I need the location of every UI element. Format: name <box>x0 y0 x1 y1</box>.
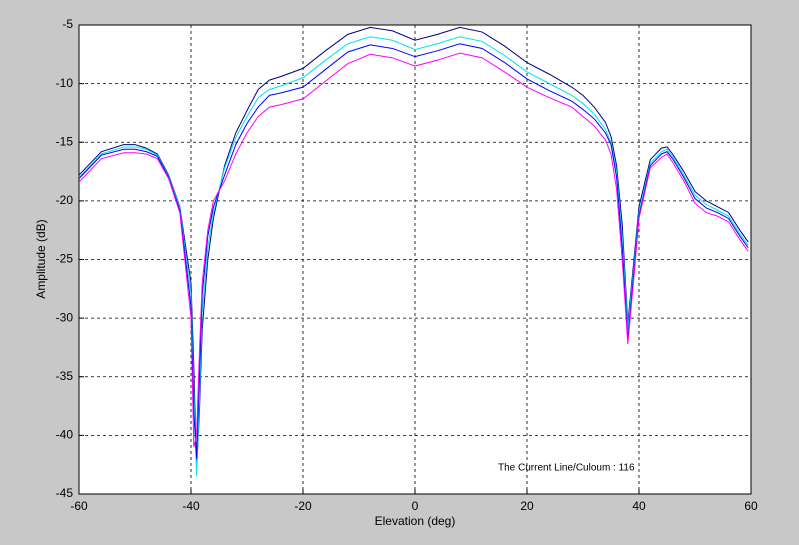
x-tick-label: 40 <box>632 499 646 513</box>
x-tick-label: 60 <box>744 499 758 513</box>
x-tick-label: 0 <box>412 499 419 513</box>
data-line <box>78 26 749 471</box>
data-line <box>78 52 749 448</box>
x-tick-label: -40 <box>182 499 200 513</box>
x-tick-label: 20 <box>520 499 534 513</box>
x-tick-label: -60 <box>70 499 88 513</box>
y-tick-label: -15 <box>56 134 74 148</box>
x-axis-label: Elevation (deg) <box>375 514 456 528</box>
data-line <box>78 36 749 477</box>
annotation: The Current Line/Culoum : 116 <box>498 463 635 474</box>
y-tick-label: -45 <box>56 486 74 500</box>
y-tick-label: -40 <box>56 428 74 442</box>
y-tick-label: -35 <box>56 369 74 383</box>
y-tick-label: -20 <box>56 193 74 207</box>
x-tick-label: -20 <box>294 499 312 513</box>
y-tick-label: -30 <box>56 310 74 324</box>
y-tick-label: -10 <box>56 76 74 90</box>
data-line <box>78 43 749 459</box>
y-tick-label: -25 <box>56 252 74 266</box>
axes-box <box>78 24 752 495</box>
y-axis-label: Amplitude (dB) <box>34 219 48 298</box>
y-tick-label: -5 <box>62 17 73 31</box>
